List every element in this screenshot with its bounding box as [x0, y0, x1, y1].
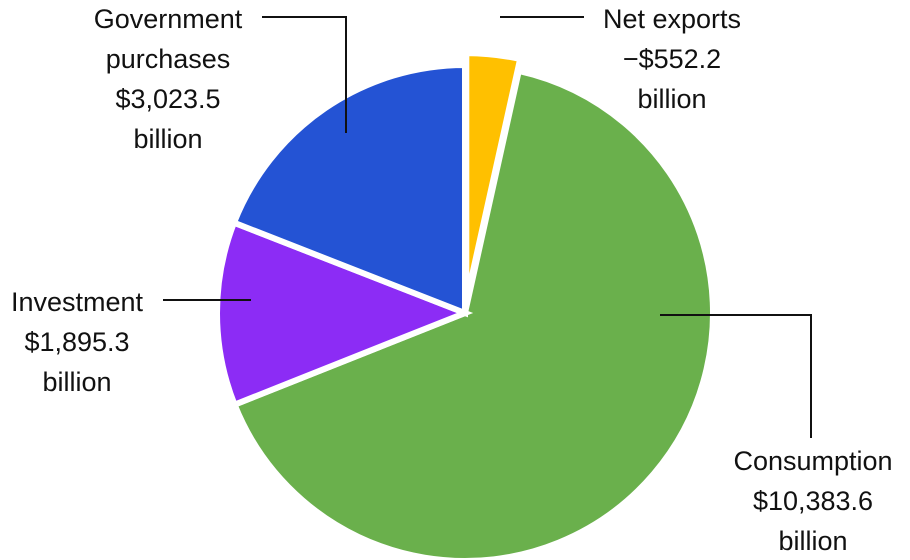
- pie-slice-investment: [214, 218, 474, 409]
- slice-label-consumption-unit: billion: [778, 526, 847, 556]
- slice-label-consumption-value: $10,383.6: [753, 486, 873, 516]
- slice-label-net-exports-unit: billion: [637, 84, 706, 114]
- slice-label-consumption-name: Consumption: [733, 446, 892, 476]
- leader-line-government: [262, 16, 347, 133]
- slice-label-net-exports: Net exports −$552.2 billion: [603, 4, 741, 114]
- pie-slices: [214, 50, 716, 560]
- slice-label-government-value: $3,023.5: [115, 84, 220, 114]
- slice-label-investment: Investment $1,895.3 billion: [11, 287, 144, 397]
- slice-label-consumption: Consumption $10,383.6 billion: [733, 446, 892, 556]
- pie-slice-consumption: [230, 67, 716, 560]
- slice-label-investment-name: Investment: [11, 287, 144, 317]
- slice-label-government-name: purchases: [106, 44, 231, 74]
- slice-label-government-unit: billion: [133, 124, 202, 154]
- slice-label-government: Government purchases $3,023.5 billion: [94, 4, 243, 154]
- slice-label-government-name: Government: [94, 4, 243, 34]
- slice-label-investment-value: $1,895.3: [24, 327, 129, 357]
- slice-label-investment-unit: billion: [42, 367, 111, 397]
- pie-slice-government: [230, 61, 468, 318]
- slice-label-net-exports-name: Net exports: [603, 4, 741, 34]
- slice-labels: Net exports −$552.2 billion Consumption $10,…: [11, 4, 893, 556]
- leader-line-consumption: [660, 314, 812, 438]
- leader-lines: [163, 16, 812, 438]
- slice-label-net-exports-value: −$552.2: [623, 44, 721, 74]
